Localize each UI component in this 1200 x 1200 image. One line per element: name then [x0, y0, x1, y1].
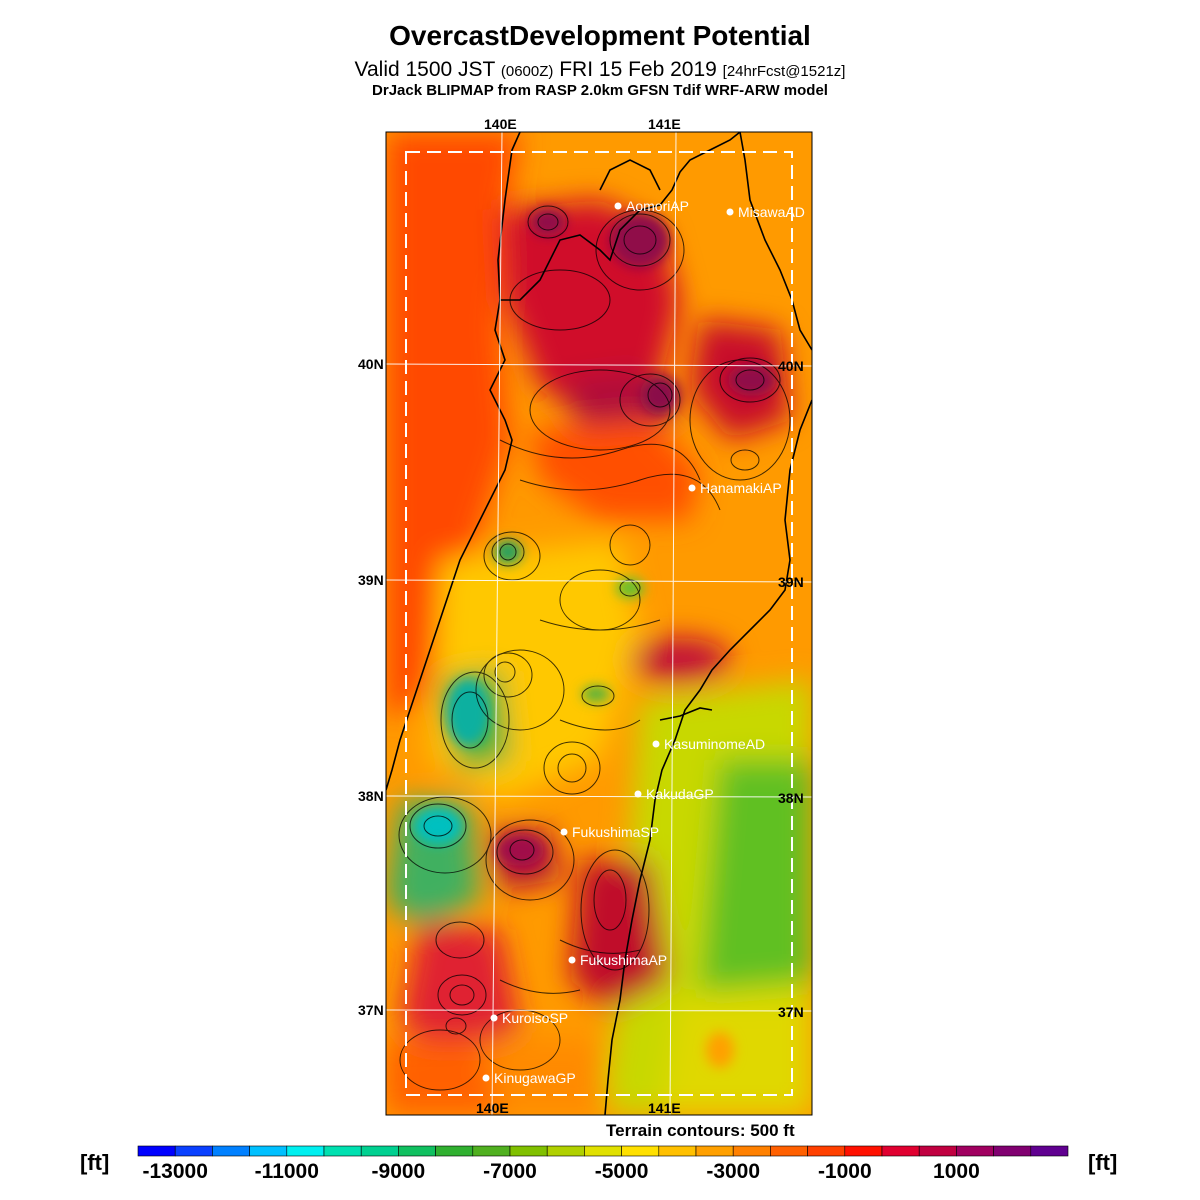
colorbar-cell	[621, 1145, 660, 1157]
city-misawaad[interactable]: MisawaAD	[726, 204, 805, 220]
city-aomoriap[interactable]: AomoriAP	[614, 198, 690, 214]
unit-label-right: [ft]	[1088, 1150, 1118, 1175]
lon-label-140e-bottom: 140E	[476, 1100, 509, 1116]
map-field: AomoriAP MisawaAD HanamakiAP KasuminomeA…	[386, 132, 812, 1115]
colorbar-tick-label: -3000	[706, 1160, 761, 1183]
lat-label-38n-right: 38N	[778, 790, 804, 806]
colorbar-cell	[807, 1145, 846, 1157]
city-label: MisawaAD	[738, 204, 805, 220]
colorbar-cell	[658, 1145, 697, 1157]
colorbar-cell	[956, 1145, 994, 1157]
city-label: FukushimaSP	[572, 824, 659, 840]
lon-label-141e-bottom: 141E	[648, 1100, 681, 1116]
colorbar-cell	[398, 1145, 436, 1157]
colorbar-cell	[770, 1145, 808, 1157]
model-line: DrJack BLIPMAP from RASP 2.0km GFSN Tdif…	[372, 82, 828, 99]
colorbar-cell	[918, 1145, 957, 1157]
lat-label-40n-left: 40N	[358, 356, 384, 372]
city-label: KinugawaGP	[494, 1070, 576, 1086]
colorbar-cell	[360, 1145, 399, 1157]
domain-boundary	[405, 151, 793, 1096]
city-kasuminomead[interactable]: KasuminomeAD	[652, 736, 766, 752]
city-markers: AomoriAP MisawaAD HanamakiAP KasuminomeA…	[482, 198, 805, 1086]
lat-label-39n-left: 39N	[358, 572, 384, 588]
graticule	[386, 132, 812, 1115]
city-label: AomoriAP	[626, 198, 689, 214]
colorbar-tick-label: -13000	[142, 1160, 208, 1183]
city-label: HanamakiAP	[700, 480, 782, 496]
lat-label-38n-left: 38N	[358, 788, 384, 804]
colorbar-tick-label: -5000	[594, 1160, 649, 1183]
colorbar-tick-label: 1000	[933, 1160, 980, 1183]
lat-label-40n-right: 40N	[778, 358, 804, 374]
lat-label-39n-right: 39N	[778, 574, 804, 590]
terrain-contours	[398, 205, 791, 1091]
terrain-note: Terrain contours: 500 ft	[606, 1121, 795, 1140]
colorbar-cell	[881, 1145, 920, 1157]
city-label: KasuminomeAD	[664, 736, 765, 752]
unit-label-left: [ft]	[80, 1150, 110, 1175]
colorbar-cell	[286, 1145, 325, 1157]
colorbar-cell	[844, 1145, 883, 1157]
lat-label-37n-right: 37N	[778, 1004, 804, 1020]
colorbar-cell	[732, 1145, 771, 1157]
colorbar-tick-label: -1000	[817, 1160, 872, 1183]
colorbar-cell	[695, 1145, 734, 1157]
city-kuroisosp[interactable]: KuroisoSP	[490, 1010, 569, 1026]
colorbar-cell	[509, 1145, 548, 1157]
colorbar-cell	[249, 1145, 288, 1157]
lon-label-140e-top: 140E	[484, 116, 517, 132]
forecast-info: [24hrFcst@1521z]	[722, 63, 846, 80]
colorbar-cell	[212, 1145, 250, 1157]
city-kakudagp[interactable]: KakudaGP	[634, 786, 714, 802]
lon-label-141e-top: 141E	[648, 116, 681, 132]
colorbar-cells	[137, 1145, 1069, 1157]
colorbar-cell	[174, 1145, 213, 1157]
colorbar-cell	[993, 1145, 1032, 1157]
colorbar-cell	[1030, 1145, 1069, 1157]
city-label: FukushimaAP	[580, 952, 667, 968]
city-fukushimasp[interactable]: FukushimaSP	[560, 824, 660, 840]
colorbar-cell	[546, 1145, 585, 1157]
colorbar-cell	[137, 1145, 176, 1157]
colorbar-tick-label: -7000	[483, 1160, 537, 1183]
colorbar-cell	[323, 1145, 362, 1157]
city-kinugawagp[interactable]: KinugawaGP	[482, 1070, 576, 1086]
city-fukushimaap[interactable]: FukushimaAP	[568, 952, 668, 968]
lat-label-37n-left: 37N	[358, 1002, 384, 1018]
valid-time: Valid 1500 JST	[354, 58, 496, 81]
colorbar-cell	[472, 1145, 511, 1157]
map-frame	[385, 131, 813, 1116]
colorbar-cell	[435, 1145, 474, 1157]
city-hanamakiap[interactable]: HanamakiAP	[688, 480, 782, 496]
coastlines	[386, 132, 812, 1115]
city-label: KakudaGP	[646, 786, 714, 802]
colorbar-cell	[584, 1145, 622, 1157]
colorbar-tick-label: -9000	[371, 1160, 426, 1183]
map-title: OvercastDevelopment Potential	[389, 20, 811, 51]
valid-date: FRI 15 Feb 2019	[559, 58, 717, 81]
colorbar-tick-label: -11000	[254, 1160, 319, 1183]
city-label: KuroisoSP	[502, 1010, 568, 1026]
valid-utc: (0600Z)	[500, 63, 554, 80]
valid-time-line: Valid 1500 JST (0600Z) FRI 15 Feb 2019 […	[0, 58, 1200, 82]
